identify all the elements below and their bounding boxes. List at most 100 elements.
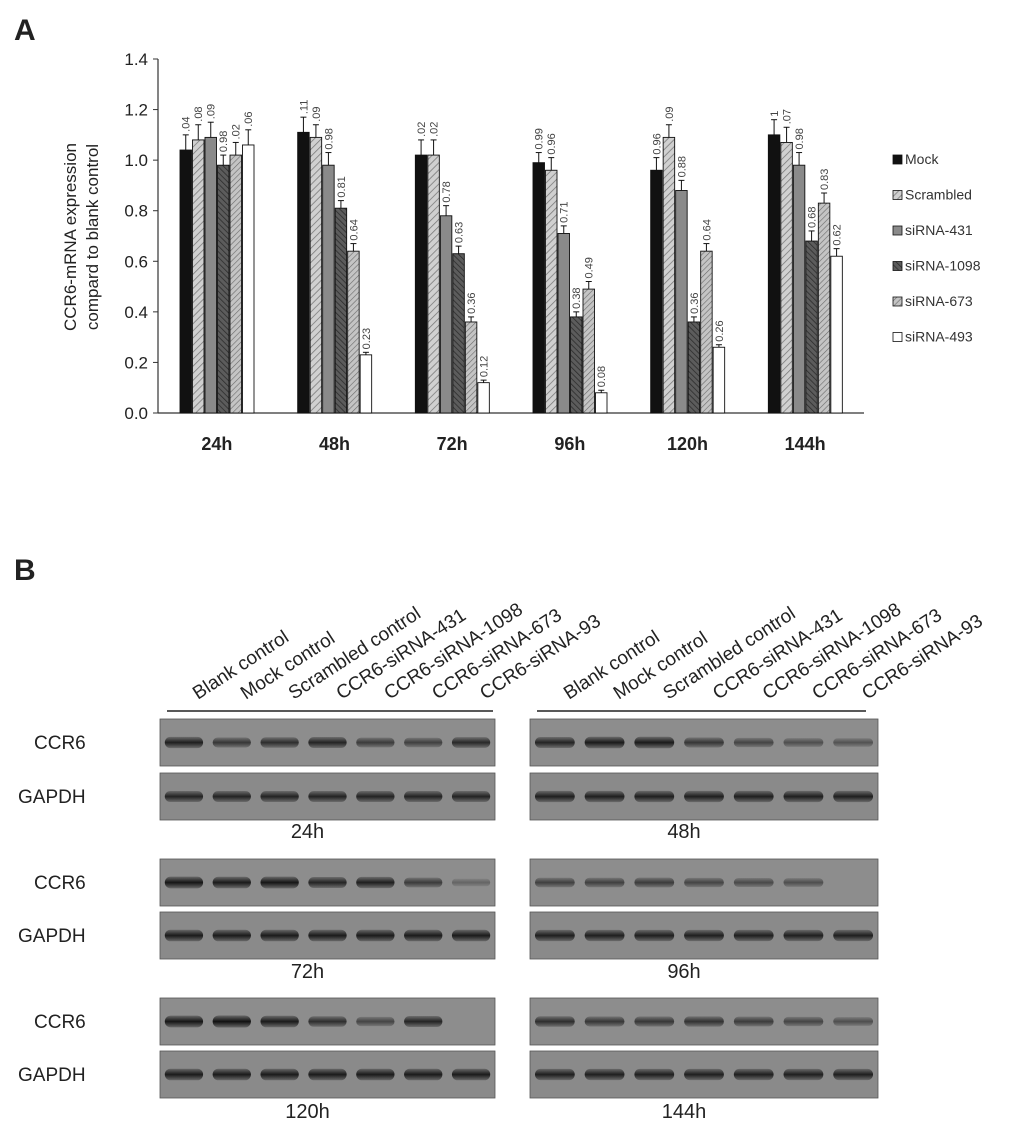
gapdh-band xyxy=(584,1068,625,1081)
legend-label: Mock xyxy=(905,151,939,167)
ccr6-band xyxy=(212,1015,251,1028)
data-label: 0.49 xyxy=(584,257,596,278)
y-tick-label: 1.2 xyxy=(124,101,148,120)
ccr6-band xyxy=(404,877,443,888)
ccr6-band xyxy=(164,1015,204,1028)
legend-swatch xyxy=(892,225,903,236)
ccr6-band xyxy=(308,877,347,888)
legend-label: Scrambled xyxy=(905,187,972,203)
data-label: .09 xyxy=(206,104,218,119)
data-label: .02 xyxy=(429,122,441,137)
row-label-ccr6: CCR6 xyxy=(34,733,86,754)
y-tick-label: 0.6 xyxy=(124,252,148,271)
data-label: .11 xyxy=(298,100,310,114)
data-label: .06 xyxy=(243,112,255,127)
data-label: 0.78 xyxy=(441,181,453,202)
ccr6-band xyxy=(684,1016,724,1027)
data-label: 1 xyxy=(769,111,781,117)
gapdh-band xyxy=(164,929,204,942)
gapdh-band xyxy=(534,790,575,803)
y-tick-label: 0.0 xyxy=(124,404,148,423)
panel-b-letter: B xyxy=(14,554,36,587)
legend-label: siRNA-493 xyxy=(905,329,973,345)
gapdh-band xyxy=(634,1068,675,1081)
data-label: 0.71 xyxy=(559,201,571,222)
ccr6-band xyxy=(534,877,575,888)
gapdh-band xyxy=(212,929,251,942)
category-label: 72h xyxy=(437,434,468,454)
gapdh-band xyxy=(164,791,204,802)
gapdh-band xyxy=(356,929,395,942)
data-label: 0.88 xyxy=(676,156,688,177)
ccr6-band xyxy=(833,1017,874,1026)
ccr6-band xyxy=(684,737,724,748)
category-label: 24h xyxy=(201,434,232,454)
panel-a-letter: A xyxy=(14,14,36,47)
data-label: 0.96 xyxy=(651,133,663,154)
ccr6-band xyxy=(584,877,625,888)
ccr6-band xyxy=(164,876,204,889)
data-label: 0.81 xyxy=(336,176,348,197)
gapdh-band xyxy=(684,929,724,942)
gapdh-band xyxy=(260,1068,299,1081)
ccr6-band xyxy=(634,877,675,888)
gapdh-band xyxy=(733,790,774,803)
blot-time-label: 24h xyxy=(291,821,324,843)
y-tick-label: 1.0 xyxy=(124,151,148,170)
ccr6-band xyxy=(356,876,395,889)
ccr6-band xyxy=(733,878,774,887)
data-label: 0.96 xyxy=(546,133,558,154)
ccr6-band xyxy=(451,878,491,887)
ccr6-band xyxy=(634,736,675,749)
blot-time-label: 72h xyxy=(291,961,324,983)
blot-time-label: 96h xyxy=(667,961,700,983)
gapdh-band xyxy=(783,790,824,803)
blot-time-label: 120h xyxy=(285,1101,330,1123)
gapdh-band xyxy=(733,929,774,942)
category-label: 96h xyxy=(554,434,585,454)
y-tick-label: 0.2 xyxy=(124,353,148,372)
ccr6-band xyxy=(164,736,204,749)
gapdh-band xyxy=(451,1068,491,1081)
row-label-ccr6: CCR6 xyxy=(34,873,86,894)
ccr6-band xyxy=(783,738,824,747)
row-label-ccr6: CCR6 xyxy=(34,1012,86,1033)
row-label-gapdh: GAPDH xyxy=(18,787,86,808)
legend-swatch xyxy=(892,261,903,271)
data-label: .04 xyxy=(181,117,193,132)
gapdh-band xyxy=(356,791,395,802)
gapdh-band xyxy=(684,1068,724,1081)
data-label: 0.63 xyxy=(454,222,466,243)
ccr6-band xyxy=(356,737,395,748)
legend-label: siRNA-1098 xyxy=(905,258,981,274)
gapdh-band xyxy=(356,1068,395,1081)
gapdh-band xyxy=(783,1068,824,1081)
blot-time-label: 144h xyxy=(662,1101,707,1123)
gapdh-band xyxy=(451,929,491,942)
gapdh-band xyxy=(164,1068,204,1081)
y-tick-label: 0.4 xyxy=(124,303,148,322)
data-label: 0.98 xyxy=(323,128,335,149)
data-label: .02 xyxy=(416,122,428,137)
blot-time-label: 48h xyxy=(667,821,700,843)
ccr6-band xyxy=(584,1016,625,1027)
gapdh-band xyxy=(404,791,443,802)
y-tick-label: 0.8 xyxy=(124,202,148,221)
ccr6-band xyxy=(404,1016,443,1027)
data-label: 0.08 xyxy=(596,366,608,387)
legend-swatch xyxy=(892,296,903,307)
category-label: 120h xyxy=(667,434,708,454)
data-label: .09 xyxy=(311,106,323,121)
gapdh-band xyxy=(634,790,675,803)
data-label: 0.68 xyxy=(807,207,819,228)
ccr6-band xyxy=(783,1016,824,1027)
legend-label: siRNA-431 xyxy=(905,222,973,238)
ccr6-band xyxy=(308,1016,347,1027)
data-label: 0.98 xyxy=(218,131,230,152)
y-tick-label: 1.4 xyxy=(124,50,148,69)
data-label: 0.83 xyxy=(819,169,831,190)
gapdh-band xyxy=(833,1068,874,1081)
data-label: .09 xyxy=(664,106,676,121)
category-label: 48h xyxy=(319,434,350,454)
